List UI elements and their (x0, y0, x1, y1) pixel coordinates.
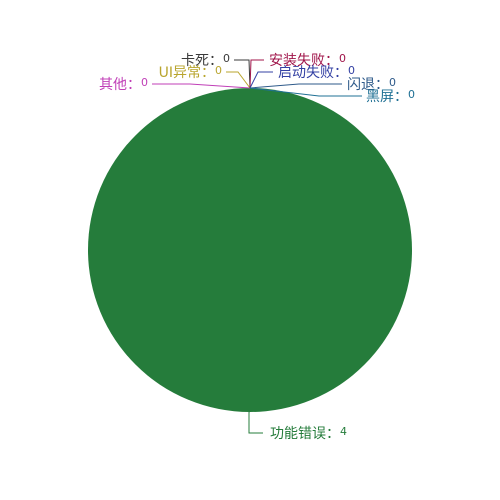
slice-label: 启动失败：0 (278, 64, 355, 81)
slice-label-value: 0 (408, 88, 415, 101)
slice-label-name: 卡死： (181, 53, 223, 69)
slice-label-name: 其他： (99, 77, 141, 93)
slice-label: 黑屏：0 (366, 88, 415, 105)
label-leader-line (248, 409, 263, 434)
label-leader-line (249, 59, 264, 89)
slice-label: 卡死：0 (181, 52, 230, 69)
label-leader-line (234, 59, 251, 89)
slice-label-value: 0 (215, 64, 222, 77)
slice-label: 功能错误：4 (270, 425, 347, 442)
slice-label-value: 0 (141, 76, 148, 89)
slice-label: UI异常：0 (159, 64, 222, 81)
slice-label-value: 4 (340, 425, 347, 438)
slice-label-name: UI异常： (159, 65, 215, 81)
slice-label-name: 安装失败： (269, 53, 339, 69)
slice-label: 安装失败：0 (269, 52, 346, 69)
slice-label-value: 0 (348, 64, 355, 77)
label-leader-line (249, 83, 342, 89)
slice-label: 闪退：0 (347, 76, 396, 93)
label-leader-line (152, 83, 251, 89)
slice-label-name: 功能错误： (270, 426, 340, 442)
label-leader-line (249, 71, 273, 89)
pie-slice[interactable] (88, 88, 412, 412)
label-leader-line (226, 71, 251, 89)
slice-label-name: 启动失败： (278, 65, 348, 81)
label-leader-line (249, 87, 362, 97)
slice-label-name: 闪退： (347, 77, 389, 93)
slice-label: 其他：0 (99, 76, 148, 93)
slice-label-value: 0 (223, 52, 230, 65)
slice-label-value: 0 (339, 52, 346, 65)
slice-label-value: 0 (389, 76, 396, 89)
slice-label-name: 黑屏： (366, 89, 408, 105)
